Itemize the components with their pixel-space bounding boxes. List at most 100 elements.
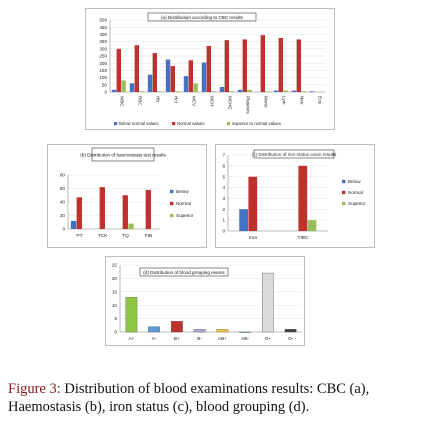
chart-title: (d) Distribution of blood grouping exams [143,270,225,275]
x-tick-label: MCV [192,96,197,107]
bar [116,48,121,92]
x-tick-label: TQ [122,233,129,239]
bar [216,329,229,333]
bar [201,62,207,92]
y-tick-label: 20 [60,213,66,218]
legend-label: Below [176,189,189,194]
y-tick-label: 20 [112,276,118,281]
x-tick-label: A- [152,336,157,342]
bar [301,91,306,92]
bar [193,329,206,333]
iron-chart: (c) Distribution of iron status exam res… [222,149,366,241]
y-tick-label: 2 [222,207,225,212]
figure-caption-text: Distribution of blood examinations resul… [8,381,370,415]
x-tick-label: O- [288,336,294,342]
bar [76,197,82,229]
x-tick-label: B- [197,336,202,342]
bar [129,83,135,92]
figure-label: Figure 3: [8,381,61,397]
bar [175,91,180,92]
bar [296,39,301,92]
x-tick-label: Neu [300,96,305,105]
x-tick-label: RBC [138,96,143,106]
y-tick-label: 10 [112,303,118,308]
bar [273,90,279,92]
haemostasis-chart: (b) Distribution of haemostasis test res… [60,147,194,239]
y-tick-label: 7 [222,153,225,158]
bar [128,223,134,229]
x-tick-label: TIBC [298,235,309,241]
bar [239,209,249,231]
y-tick-label: 0 [114,330,117,335]
bar [224,40,229,92]
y-tick-label: 500 [99,18,107,23]
cbc-chart: (a) Distribution according to CBC result… [99,12,326,126]
chart-title-box [253,149,335,159]
x-tick-label: TCK [98,233,108,239]
bar [298,165,308,231]
bar [260,35,265,92]
y-tick-label: 6 [222,163,225,168]
y-tick-label: 15 [112,289,118,294]
y-tick-label: 150 [99,68,107,73]
chart-title: (a) Distribution according to CBC result… [161,15,244,20]
bar [171,321,183,333]
y-tick-label: 0 [104,90,107,95]
bar [248,176,258,231]
y-tick-label: 200 [99,61,107,66]
x-tick-label: Hb [156,96,161,102]
x-tick-label: Eos [318,96,323,105]
chart-title-box [147,12,257,22]
bar [206,45,211,92]
legend-label: Superior [176,213,194,218]
bar [165,59,171,92]
bar [219,86,225,92]
legend-swatch [170,189,174,194]
bar [239,331,251,333]
bar [211,91,216,92]
y-tick-label: 25 [112,263,118,268]
bar [134,45,139,92]
y-tick-label: 400 [99,32,107,37]
bar [157,91,162,92]
y-tick-label: 80 [60,173,66,178]
legend-swatch [342,201,346,206]
legend-label: Normal [348,190,363,195]
x-tick-label: MCHC [228,96,233,110]
bar [183,76,189,92]
bar [242,39,247,92]
legend-label: Below [348,179,361,184]
x-tick-label: MCH [210,96,215,106]
chart-title: (b) Distribution of haemostasis test res… [80,153,166,158]
y-tick-label: 50 [102,82,108,87]
x-tick-label: Hct [174,96,179,104]
iron-chart-panel: (c) Distribution of iron status exam res… [215,144,375,248]
legend-swatch [114,122,118,126]
legend-label: Superior [348,201,366,206]
blood-group-chart: (d) Distribution of blood grouping exams… [112,263,302,342]
legend-swatch [170,213,174,218]
legend-swatch [227,122,231,126]
bar [170,66,175,92]
figure-caption: Figure 3: Distribution of blood examinat… [8,380,433,416]
bar [247,89,252,92]
bar [99,187,105,229]
bar [262,272,274,333]
bar [307,220,317,231]
y-tick-label: 0 [62,227,65,232]
bar [111,89,117,92]
blood-group-chart-panel: (d) Distribution of blood grouping exams… [105,256,305,346]
legend-swatch [170,201,174,206]
y-tick-label: 1 [222,218,225,223]
y-tick-label: 0 [222,229,225,234]
x-tick-label: AB+ [218,336,227,342]
x-tick-label: A+ [128,336,134,342]
bar [284,329,297,333]
bar [309,91,315,92]
y-tick-label: 4 [222,185,225,190]
y-tick-label: 60 [60,186,66,191]
x-tick-label: Iron [249,235,258,241]
x-tick-label: O+ [265,336,272,342]
x-tick-label: WBC [120,96,125,107]
bar [265,91,270,92]
